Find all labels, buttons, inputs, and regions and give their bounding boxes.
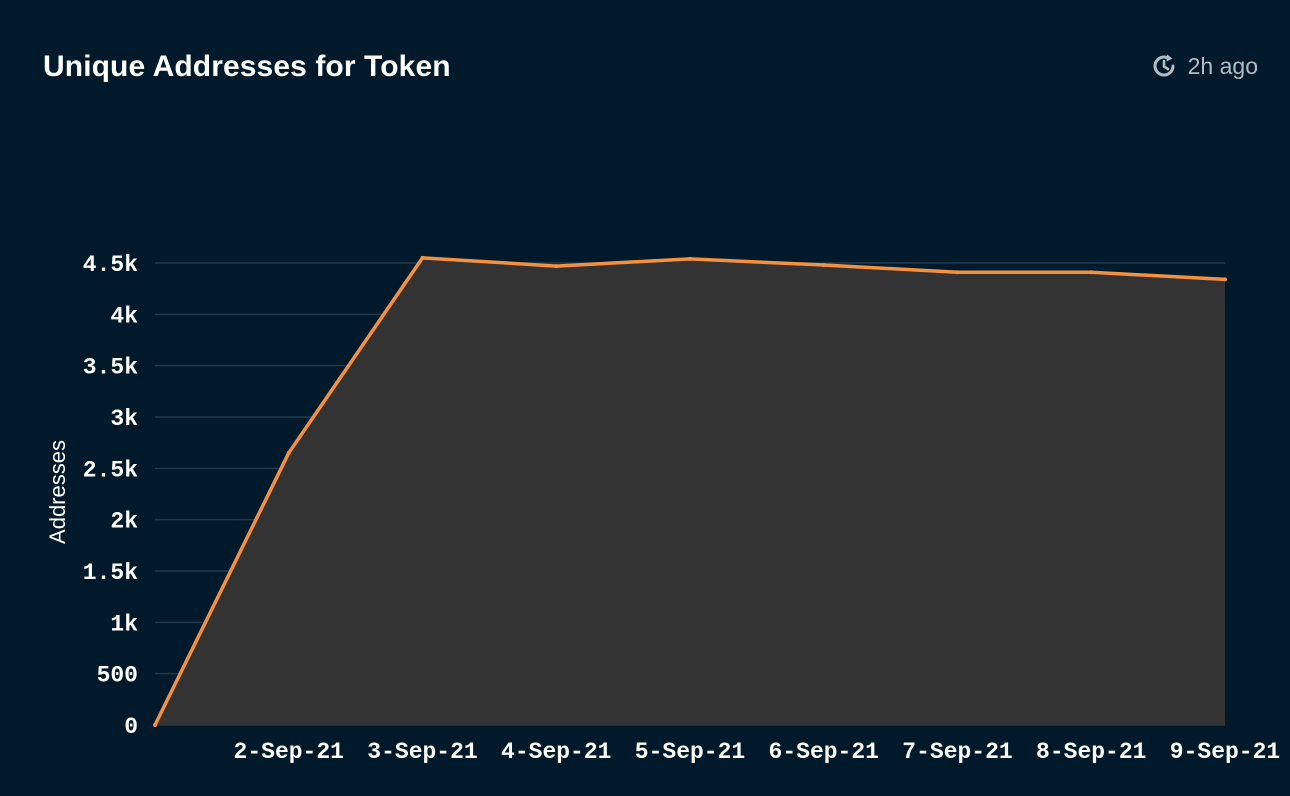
- refresh-clock-icon: [1150, 52, 1178, 80]
- y-axis: 0 500 1k 1.5k 2k 2.5k 3k 3.5k 4k 4.5k: [83, 252, 138, 740]
- x-tick-label: 9-Sep-21: [1170, 739, 1280, 765]
- series-line-layer: [153, 255, 1227, 727]
- y-tick-label: 4.5k: [83, 252, 138, 278]
- x-tick-label: 7-Sep-21: [902, 739, 1012, 765]
- y-tick-label: 0: [124, 714, 138, 740]
- data-point[interactable]: [554, 264, 559, 269]
- x-tick-label: 6-Sep-21: [769, 739, 879, 765]
- y-tick-label: 3k: [110, 406, 138, 432]
- x-tick-label: 3-Sep-21: [367, 739, 477, 765]
- y-tick-label: 500: [97, 663, 138, 689]
- y-axis-label: Addresses: [45, 440, 70, 544]
- last-updated-text: 2h ago: [1187, 53, 1258, 79]
- y-tick-label: 4k: [110, 303, 138, 329]
- last-updated[interactable]: 2h ago: [1150, 50, 1258, 82]
- x-tick-label: 5-Sep-21: [635, 739, 745, 765]
- data-point[interactable]: [420, 255, 425, 260]
- y-tick-label: 1.5k: [83, 560, 138, 586]
- data-point[interactable]: [955, 270, 960, 275]
- area-fill-layer: [155, 257, 1225, 725]
- page-title: Unique Addresses for Token: [43, 50, 451, 83]
- data-point[interactable]: [153, 723, 157, 727]
- data-point[interactable]: [821, 263, 826, 268]
- y-tick-label: 3.5k: [83, 355, 138, 381]
- data-point[interactable]: [286, 450, 291, 455]
- y-tick-label: 2k: [110, 509, 138, 535]
- x-axis: 2-Sep-21 3-Sep-21 4-Sep-21 5-Sep-21 6-Sep-21…: [234, 739, 1281, 765]
- x-tick-label: 2-Sep-21: [234, 739, 344, 765]
- data-point[interactable]: [688, 256, 692, 261]
- series-area: [155, 257, 1225, 725]
- y-tick-label: 2.5k: [83, 457, 138, 483]
- data-point[interactable]: [1223, 277, 1227, 282]
- data-point[interactable]: [1089, 270, 1094, 275]
- y-tick-label: 1k: [110, 611, 138, 637]
- x-tick-label: 4-Sep-21: [501, 739, 611, 765]
- x-tick-label: 8-Sep-21: [1036, 739, 1146, 765]
